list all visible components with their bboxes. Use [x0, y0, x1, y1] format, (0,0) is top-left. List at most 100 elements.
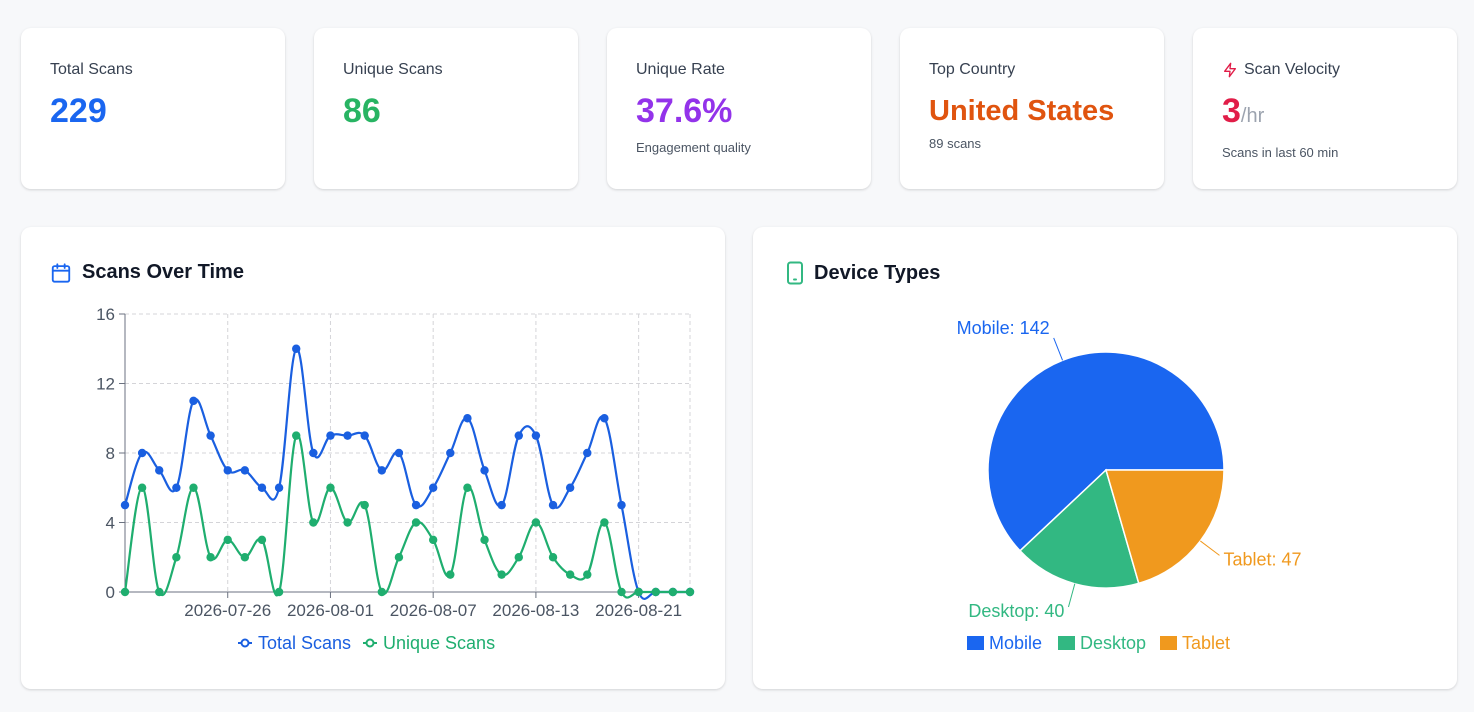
chart-legend[interactable]: Total Scans Unique Scans	[238, 633, 495, 653]
data-point	[292, 431, 301, 440]
stat-value: United States	[929, 95, 1115, 127]
pie-label: Desktop: 40	[968, 601, 1064, 621]
data-point	[206, 431, 215, 440]
data-point	[394, 448, 404, 458]
data-point	[120, 587, 130, 597]
chart-lines	[120, 344, 695, 600]
data-point	[155, 587, 164, 597]
panel-header: Device Types	[786, 261, 940, 285]
x-tick-label: 2026-08-21	[595, 601, 682, 620]
stat-card-total-scans: Total Scans 229	[21, 28, 285, 189]
legend-marker	[365, 638, 375, 648]
pie-legend[interactable]: Mobile Desktop Tablet	[967, 633, 1230, 653]
data-point	[514, 431, 523, 440]
legend-label: Total Scans	[258, 633, 351, 653]
stat-unit: /hr	[1240, 105, 1265, 127]
data-point	[137, 483, 147, 492]
data-point	[189, 396, 198, 406]
data-point	[617, 500, 626, 510]
x-tick-label: 2026-08-07	[390, 601, 477, 620]
data-point	[274, 587, 284, 597]
scans-line-chart: 0 4 8 12 16 2026-07-26 2026-08-01 2026-08-07 202…	[96, 305, 695, 653]
data-point	[292, 344, 301, 353]
device-pie-chart: Mobile: 142 Desktop: 40 Tablet: 47 Mobile D…	[957, 318, 1302, 653]
legend-item[interactable]: Unique Scans	[363, 633, 495, 653]
calendar-icon	[51, 262, 71, 283]
data-point	[343, 518, 352, 527]
data-point	[651, 587, 660, 597]
pie-leader-line	[1067, 583, 1076, 608]
data-point	[189, 483, 198, 492]
panel-title: Scans Over Time	[82, 261, 244, 283]
data-point	[463, 414, 472, 423]
data-point	[463, 483, 472, 492]
pie-slice	[1105, 469, 1225, 585]
data-point	[548, 500, 558, 510]
scans-over-time-panel: Scans Over Time 0 4 8 12 16 2026-07-26 2026-08…	[21, 227, 725, 689]
stat-card-scan-velocity: Scan Velocity 3/hr Scans in last 60 min	[1193, 28, 1457, 189]
pie-slices	[987, 351, 1225, 589]
data-point	[326, 431, 335, 440]
data-point	[685, 587, 695, 597]
data-point	[137, 448, 147, 458]
stat-card-unique-scans: Unique Scans 86	[314, 28, 578, 189]
pie-label: Tablet: 47	[1223, 549, 1301, 569]
stat-sub: Scans in last 60 min	[1222, 145, 1339, 160]
data-point	[223, 535, 232, 545]
stat-card-top-country: Top Country United States 89 scans	[900, 28, 1164, 189]
legend-item[interactable]: Tablet	[1160, 633, 1230, 653]
stat-label: Unique Scans	[343, 61, 443, 78]
data-point	[377, 466, 387, 475]
legend-label: Mobile	[989, 633, 1042, 653]
data-point	[497, 570, 506, 579]
data-point	[617, 587, 626, 597]
stat-sub: Engagement quality	[636, 140, 751, 155]
chart-axes: 0 4 8 12 16 2026-07-26 2026-08-01 2026-08-07 202…	[96, 305, 690, 620]
data-point	[446, 570, 455, 579]
data-point	[565, 483, 575, 492]
legend-label: Unique Scans	[383, 633, 495, 653]
series-line	[123, 347, 690, 600]
data-point	[257, 535, 267, 545]
data-point	[480, 535, 489, 545]
pie-label: Mobile: 142	[957, 318, 1050, 338]
x-tick-label: 2026-07-26	[184, 601, 271, 620]
data-point	[600, 518, 609, 527]
data-point	[600, 414, 609, 423]
legend-item[interactable]: Desktop	[1058, 633, 1146, 653]
stat-label-row: Scan Velocity	[1222, 60, 1428, 80]
legend-item[interactable]: Total Scans	[238, 633, 351, 653]
legend-item[interactable]: Mobile	[967, 633, 1042, 653]
y-tick-label: 8	[106, 444, 115, 463]
data-point	[223, 466, 232, 475]
data-point	[531, 431, 541, 440]
data-point	[360, 500, 369, 510]
data-point	[411, 518, 421, 527]
stat-value: 229	[50, 92, 107, 130]
data-point	[360, 431, 369, 440]
stat-sub: 89 scans	[929, 136, 982, 151]
pie-slice	[987, 351, 1225, 552]
stat-value-row: 3/hr	[1222, 92, 1428, 135]
stat-label: Scan Velocity	[1244, 61, 1341, 78]
data-point	[411, 500, 421, 510]
data-point	[172, 483, 181, 492]
data-point	[120, 500, 130, 510]
stat-value: 3	[1222, 92, 1241, 130]
device-types-panel: Device Types Mobile: 142 Desktop: 40 Table…	[753, 227, 1457, 689]
data-point	[668, 587, 678, 597]
y-tick-label: 16	[96, 305, 115, 324]
data-point	[531, 518, 541, 527]
data-point	[565, 570, 575, 579]
legend-marker	[240, 638, 250, 648]
data-point	[309, 448, 318, 458]
pie-labels: Mobile: 142 Desktop: 40 Tablet: 47	[957, 318, 1302, 621]
data-point	[583, 448, 592, 458]
data-point	[634, 587, 643, 597]
x-tick-label: 2026-08-13	[492, 601, 579, 620]
panel-header: Scans Over Time	[50, 261, 244, 284]
panel-title: Device Types	[814, 261, 941, 284]
data-point	[343, 431, 352, 440]
data-point	[206, 553, 215, 562]
data-point	[240, 553, 250, 562]
